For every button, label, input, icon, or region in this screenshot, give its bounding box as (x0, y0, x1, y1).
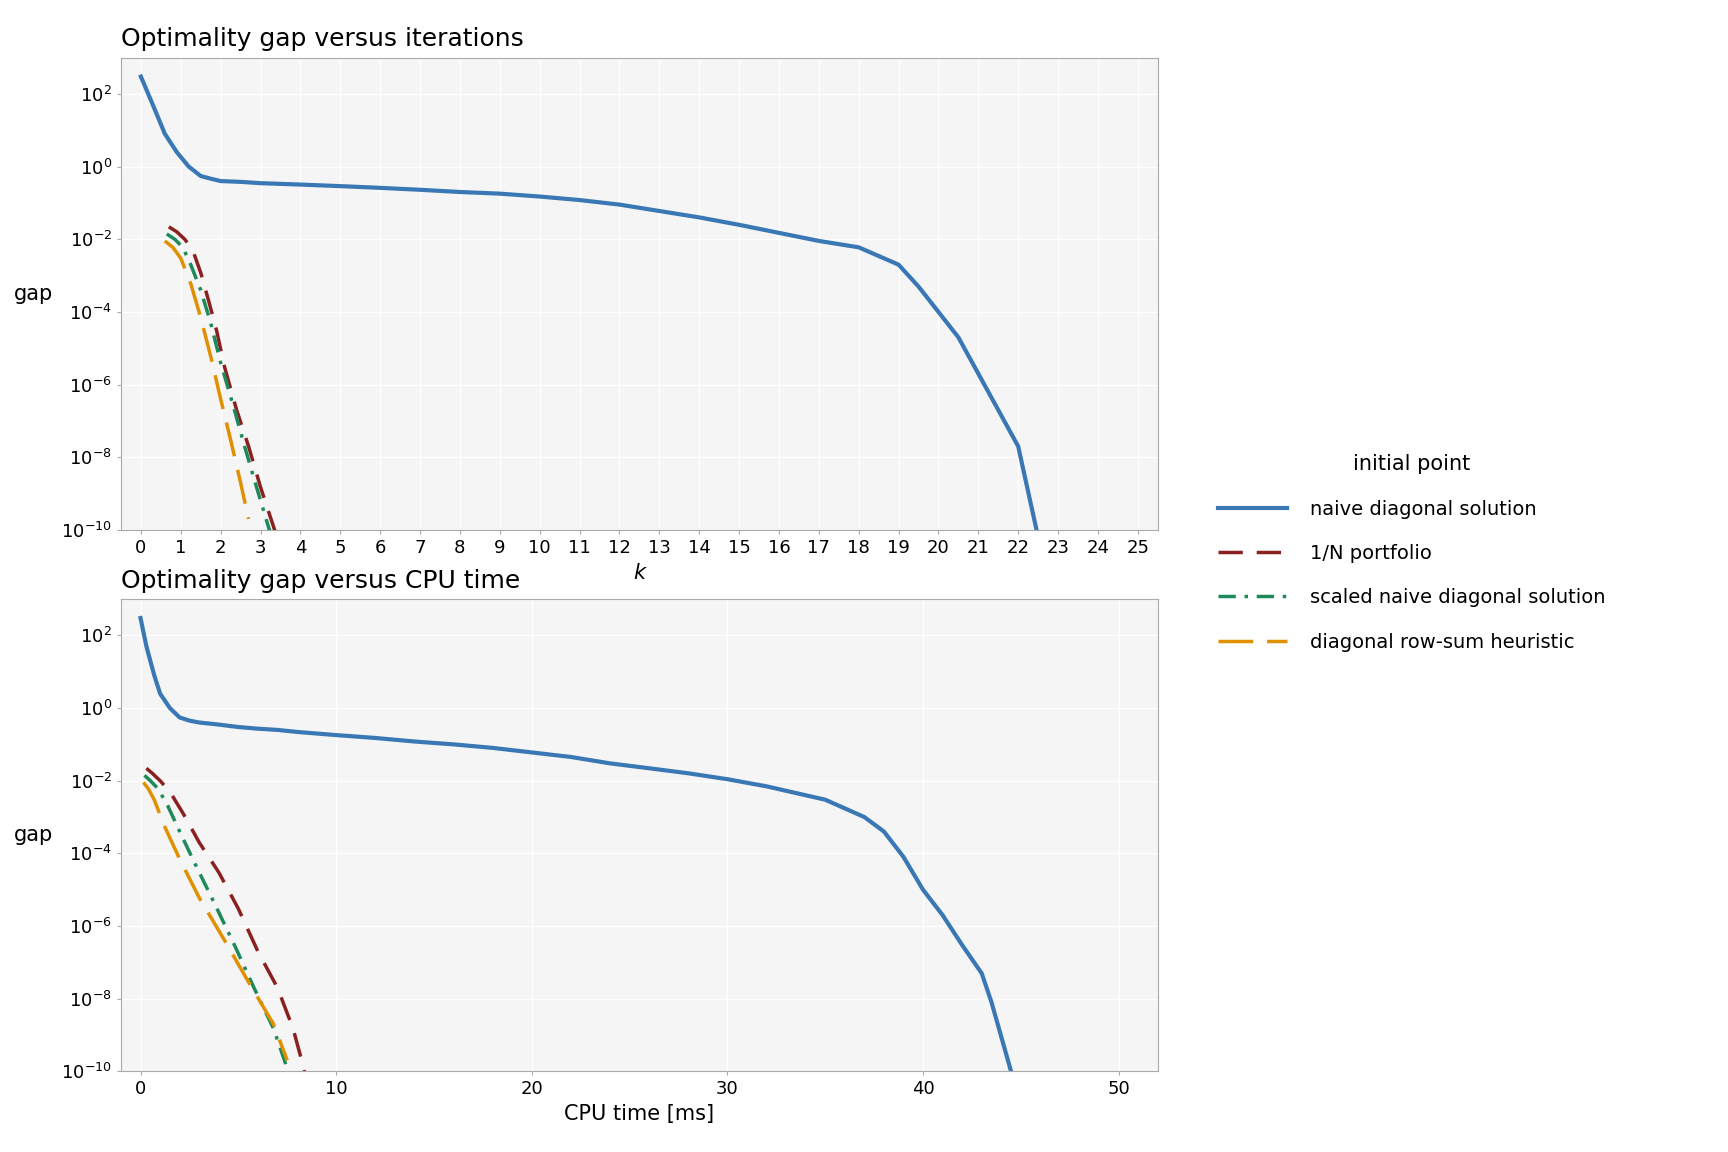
X-axis label: CPU time [ms]: CPU time [ms] (565, 1104, 714, 1124)
Text: Optimality gap versus iterations: Optimality gap versus iterations (121, 28, 524, 52)
X-axis label: k: k (632, 562, 646, 583)
Y-axis label: gap: gap (14, 825, 54, 846)
Legend: naive diagonal solution, 1/N portfolio, scaled naive diagonal solution, diagonal: naive diagonal solution, 1/N portfolio, … (1211, 447, 1614, 659)
Text: Optimality gap versus CPU time: Optimality gap versus CPU time (121, 569, 520, 593)
Y-axis label: gap: gap (14, 283, 54, 304)
